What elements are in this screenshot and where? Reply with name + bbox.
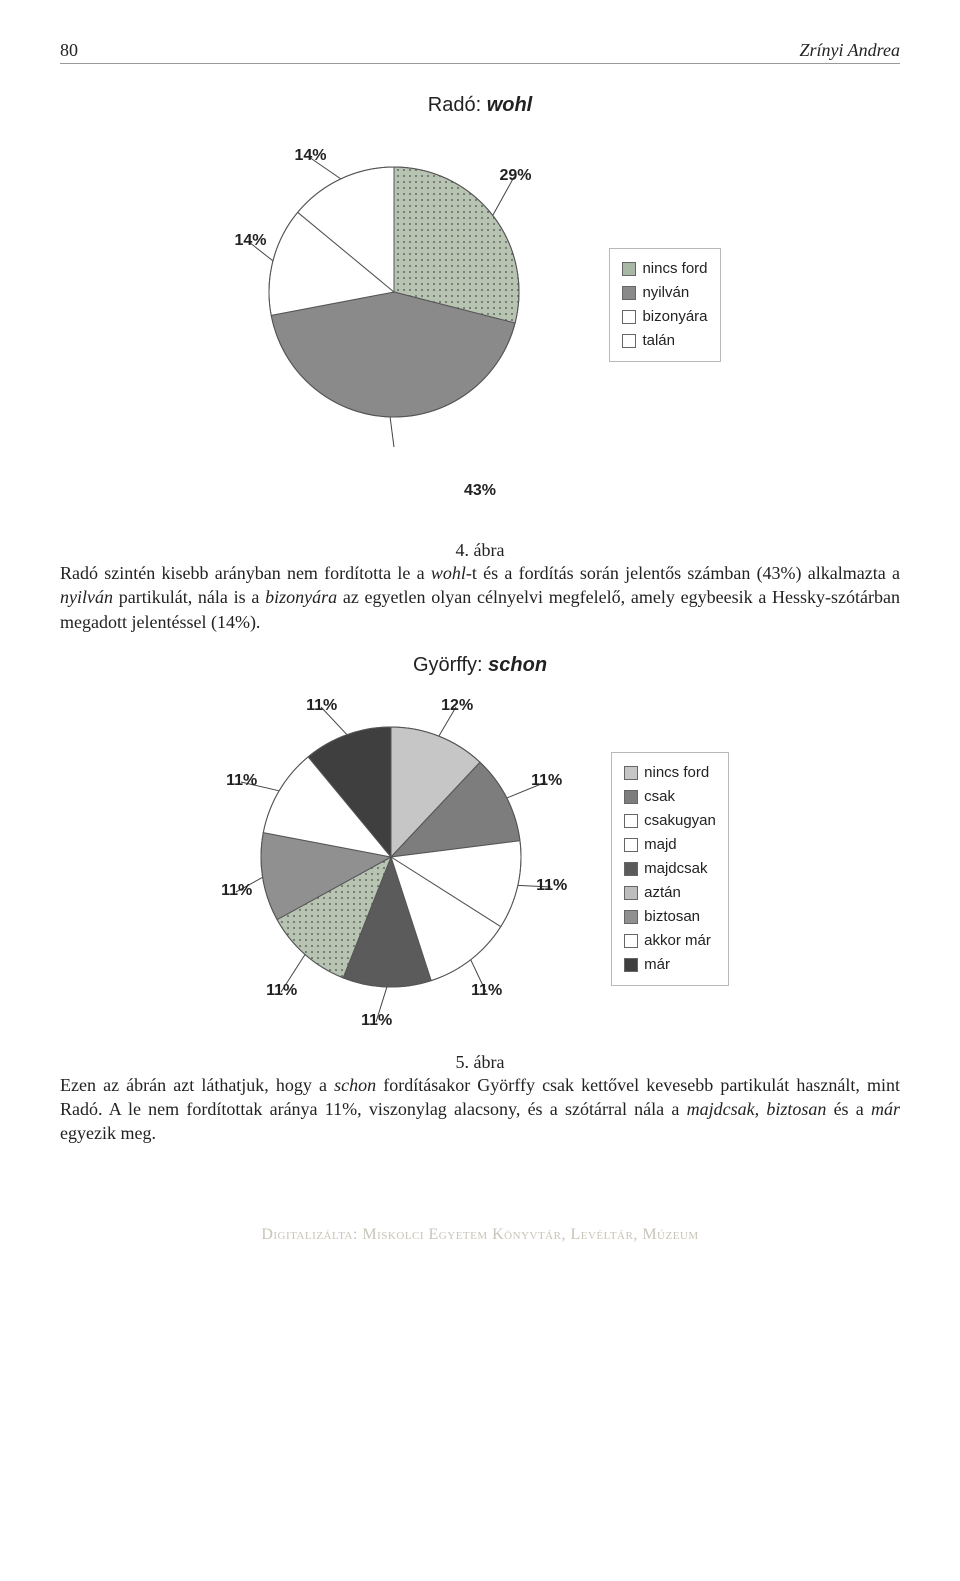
pct-label: 12% bbox=[441, 697, 473, 715]
legend-label: már bbox=[644, 953, 670, 977]
chart1-pie: 29%14%14% bbox=[239, 137, 569, 472]
legend-label: majd bbox=[644, 833, 677, 857]
swatch-icon bbox=[624, 838, 638, 852]
chart1-title-word: wohl bbox=[487, 94, 533, 116]
legend-label: nyilván bbox=[642, 281, 689, 305]
swatch-icon bbox=[622, 334, 636, 348]
pct-label: 11% bbox=[221, 882, 252, 900]
legend-item: nincs ford bbox=[624, 761, 716, 785]
caption1: 4. ábra bbox=[60, 540, 900, 561]
legend-item: nyilván bbox=[622, 281, 707, 305]
legend-item: aztán bbox=[624, 881, 716, 905]
legend-item: majdcsak bbox=[624, 857, 716, 881]
paragraph2: Ezen az ábrán azt láthatjuk, hogy a scho… bbox=[60, 1073, 900, 1146]
pct-label: 29% bbox=[499, 167, 531, 185]
pct-label: 11% bbox=[531, 772, 562, 790]
chart1-block: 29% 14% 14% nincs fordnyilvánbizonyáratalá… bbox=[60, 137, 900, 472]
paragraph1: Radó szintén kisebb arányban nem fordíto… bbox=[60, 561, 900, 634]
chart2-title-word: schon bbox=[488, 654, 547, 676]
swatch-icon bbox=[624, 886, 638, 900]
watermark: Digitalizálta: Miskolci Egyetem Könyvtár… bbox=[60, 1226, 900, 1244]
pct-label: 11% bbox=[536, 877, 567, 895]
legend-label: aztán bbox=[644, 881, 681, 905]
swatch-icon bbox=[624, 934, 638, 948]
chart2-legend: nincs fordcsakcsakugyanmajdmajdcsakaztán… bbox=[611, 752, 729, 986]
swatch-icon bbox=[622, 262, 636, 276]
swatch-icon bbox=[622, 310, 636, 324]
swatch-icon bbox=[624, 958, 638, 972]
legend-label: majdcsak bbox=[644, 857, 707, 881]
chart1-bottom-pct: 43% bbox=[60, 482, 900, 500]
pct-label: 11% bbox=[306, 697, 337, 715]
legend-label: talán bbox=[642, 329, 675, 353]
page-header: 80 Zrínyi Andrea bbox=[60, 40, 900, 64]
page-number: 80 bbox=[60, 40, 78, 61]
pct-label: 11% bbox=[471, 982, 502, 1000]
chart2-pie: 12%11%11%11%11%11%11%11%11% bbox=[231, 697, 571, 1042]
swatch-icon bbox=[624, 814, 638, 828]
legend-item: majd bbox=[624, 833, 716, 857]
pct-label: 11% bbox=[266, 982, 297, 1000]
pct-label: 11% bbox=[361, 1012, 392, 1030]
author-name: Zrínyi Andrea bbox=[799, 40, 900, 61]
legend-label: biztosan bbox=[644, 905, 700, 929]
swatch-icon bbox=[622, 286, 636, 300]
chart1-title: Radó: wohl bbox=[60, 94, 900, 117]
legend-label: bizonyára bbox=[642, 305, 707, 329]
legend-item: talán bbox=[622, 329, 707, 353]
chart1-legend: nincs fordnyilvánbizonyáratalán bbox=[609, 248, 720, 362]
chart1-title-prefix: Radó: bbox=[428, 94, 487, 116]
legend-item: csak bbox=[624, 785, 716, 809]
swatch-icon bbox=[624, 910, 638, 924]
chart2-title-prefix: Györffy: bbox=[413, 654, 488, 676]
chart2-block: 12%11%11%11%11%11%11%11%11% nincs fordcs… bbox=[60, 697, 900, 1042]
legend-label: nincs ford bbox=[642, 257, 707, 281]
legend-item: csakugyan bbox=[624, 809, 716, 833]
pct-label: 14% bbox=[234, 232, 266, 250]
swatch-icon bbox=[624, 862, 638, 876]
legend-item: már bbox=[624, 953, 716, 977]
legend-item: nincs ford bbox=[622, 257, 707, 281]
swatch-icon bbox=[624, 766, 638, 780]
chart2-title: Györffy: schon bbox=[60, 654, 900, 677]
caption2: 5. ábra bbox=[60, 1052, 900, 1073]
legend-label: csak bbox=[644, 785, 675, 809]
pct-label: 11% bbox=[226, 772, 257, 790]
legend-item: biztosan bbox=[624, 905, 716, 929]
swatch-icon bbox=[624, 790, 638, 804]
legend-label: csakugyan bbox=[644, 809, 716, 833]
legend-item: bizonyára bbox=[622, 305, 707, 329]
legend-item: akkor már bbox=[624, 929, 716, 953]
legend-label: akkor már bbox=[644, 929, 711, 953]
legend-label: nincs ford bbox=[644, 761, 709, 785]
pct-label: 14% bbox=[294, 147, 326, 165]
